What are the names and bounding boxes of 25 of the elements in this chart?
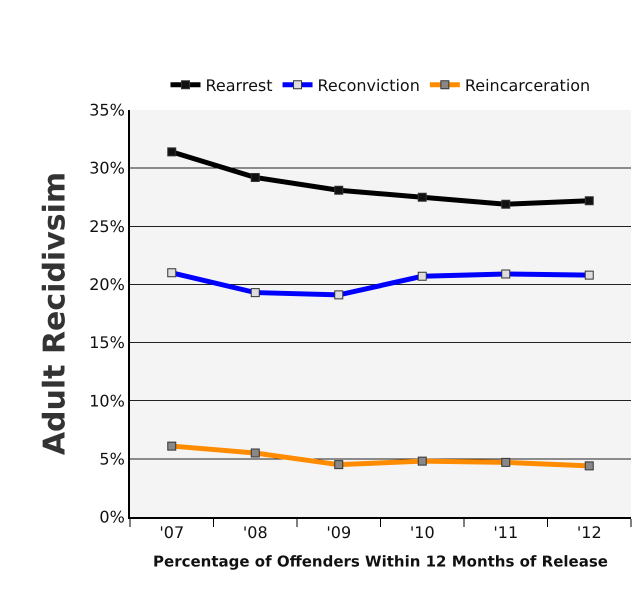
point	[584, 196, 594, 206]
y-tick-label: 30%	[89, 158, 125, 178]
point	[334, 186, 344, 195]
point	[501, 200, 510, 209]
legend-label: Rearrest	[206, 76, 273, 95]
x-tick-label: '07	[159, 523, 184, 542]
legend-label: Reconviction	[318, 76, 420, 95]
y-tick-label: 15%	[89, 333, 125, 352]
y-tick-label: 10%	[89, 391, 125, 410]
y-tick-label: 20%	[89, 275, 125, 294]
y-tick-label: 35%	[89, 100, 125, 120]
y-tick-label: 25%	[89, 216, 125, 236]
legend-label: Reincarceration	[464, 76, 590, 95]
y-tick-label: 5%	[99, 449, 125, 468]
x-tick-label: '12	[576, 523, 602, 542]
y-tick-label: 0%	[99, 508, 125, 527]
point	[418, 192, 427, 202]
x-tick-label: '11	[493, 523, 518, 542]
x-tick-label: '08	[242, 523, 268, 542]
point	[167, 147, 176, 156]
y-axis-title: Adult Recidivsim	[38, 172, 73, 456]
x-tick-label: '10	[410, 523, 435, 542]
x-axis-title: Percentage of Offenders Within 12 Months of Release	[153, 552, 608, 571]
x-tick-label: '09	[326, 523, 352, 542]
point	[250, 172, 260, 182]
